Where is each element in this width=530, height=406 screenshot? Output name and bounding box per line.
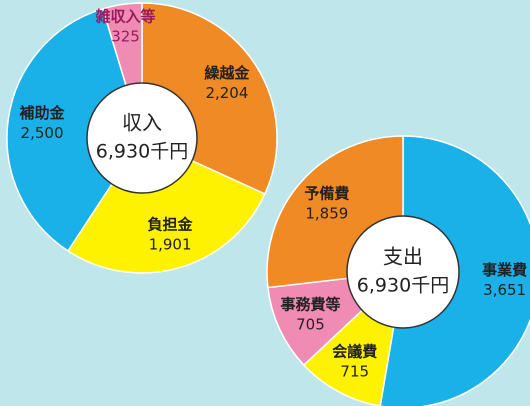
slice-value: 2,204 — [205, 84, 248, 102]
slice-value: 2,500 — [21, 124, 64, 142]
center-total: 6,930千円 — [96, 141, 188, 163]
slice-label: 事業費 — [482, 261, 527, 279]
slice-label: 雑収入等 — [95, 8, 156, 26]
center-total: 6,930千円 — [357, 275, 449, 297]
donut-hole — [346, 215, 460, 329]
slice-value: 705 — [296, 315, 325, 333]
center-title: 支出 — [383, 245, 423, 269]
slice-label: 補助金 — [19, 104, 66, 122]
slice-label: 会議費 — [332, 342, 377, 360]
slice-value: 715 — [340, 362, 369, 380]
slice-label: 予備費 — [304, 185, 349, 203]
slice-label: 繰越金 — [204, 64, 250, 82]
slice-label: 負担金 — [148, 216, 194, 234]
pie-slice — [6, 7, 143, 252]
slice-value: 325 — [111, 28, 140, 46]
center-title: 収入 — [122, 111, 162, 135]
slice-value: 3,651 — [483, 281, 526, 299]
slice-value: 1,859 — [305, 205, 348, 223]
pie-slice — [66, 137, 266, 274]
donut-hole — [86, 82, 198, 194]
slice-label: 事務費等 — [280, 295, 340, 313]
slice-value: 1,901 — [149, 236, 192, 254]
